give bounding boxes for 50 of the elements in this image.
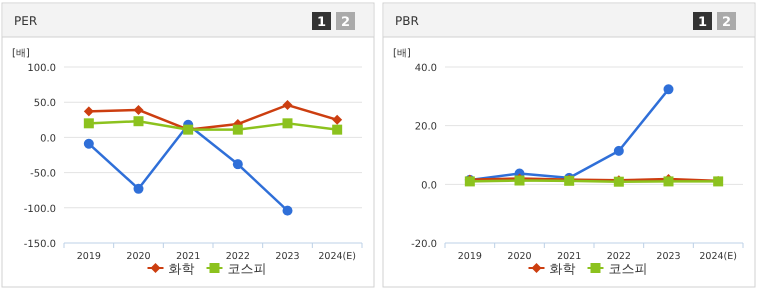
x-tick-label: 2024(E) [699, 251, 737, 262]
x-tick-label: 2021 [176, 251, 200, 262]
point [514, 176, 524, 186]
point [134, 104, 144, 115]
x-tick-label: 2020 [126, 251, 151, 262]
text: 2 [340, 15, 350, 30]
x-tick-label: 2022 [606, 251, 631, 262]
point [134, 116, 144, 126]
point [332, 114, 342, 125]
point [134, 184, 144, 194]
x-tick-label: 2024(E) [318, 251, 356, 262]
chart-title: PER [14, 14, 38, 28]
point [84, 118, 94, 128]
x-tick-label: 2021 [557, 251, 582, 262]
x-tick-label: 2022 [226, 251, 250, 262]
y-tick-label: -150.0 [24, 239, 56, 250]
text: 1 [698, 15, 708, 30]
legend-label: 화학 [550, 262, 576, 277]
x-tick-label: 2019 [76, 251, 101, 262]
text: 2 [722, 15, 732, 30]
point [84, 106, 94, 116]
point [614, 146, 624, 156]
chart-title: PBR [395, 14, 419, 28]
y-tick-label: 0.0 [40, 133, 56, 144]
x-tick-label: 2020 [507, 251, 532, 262]
y-tick-label: 0.0 [421, 180, 437, 192]
point [282, 100, 292, 110]
y-axis-title: [배] [393, 48, 411, 59]
y-tick-label: -20.0 [411, 239, 437, 250]
x-tick-label: 2019 [458, 251, 482, 262]
point [282, 118, 292, 128]
point [232, 124, 243, 135]
point [332, 124, 342, 135]
y-tick-label: 100.0 [27, 63, 56, 74]
legend-label: 코스피 [228, 262, 266, 277]
legend-label: 코스피 [608, 262, 648, 277]
legend-label: 화학 [168, 262, 194, 277]
text: 1 [316, 15, 326, 30]
y-tick-label: -100.0 [24, 204, 56, 215]
x-tick-label: 2023 [656, 251, 681, 262]
y-tick-label: 40.0 [414, 63, 437, 74]
point [282, 206, 292, 216]
point [84, 138, 94, 149]
y-tick-label: 20.0 [414, 122, 437, 133]
y-tick-label: 50.0 [34, 98, 56, 110]
point [664, 84, 674, 94]
point [232, 159, 243, 170]
y-axis-title: [배] [12, 48, 30, 59]
x-tick-label: 2023 [275, 251, 300, 262]
y-tick-label: -50.0 [30, 168, 56, 180]
